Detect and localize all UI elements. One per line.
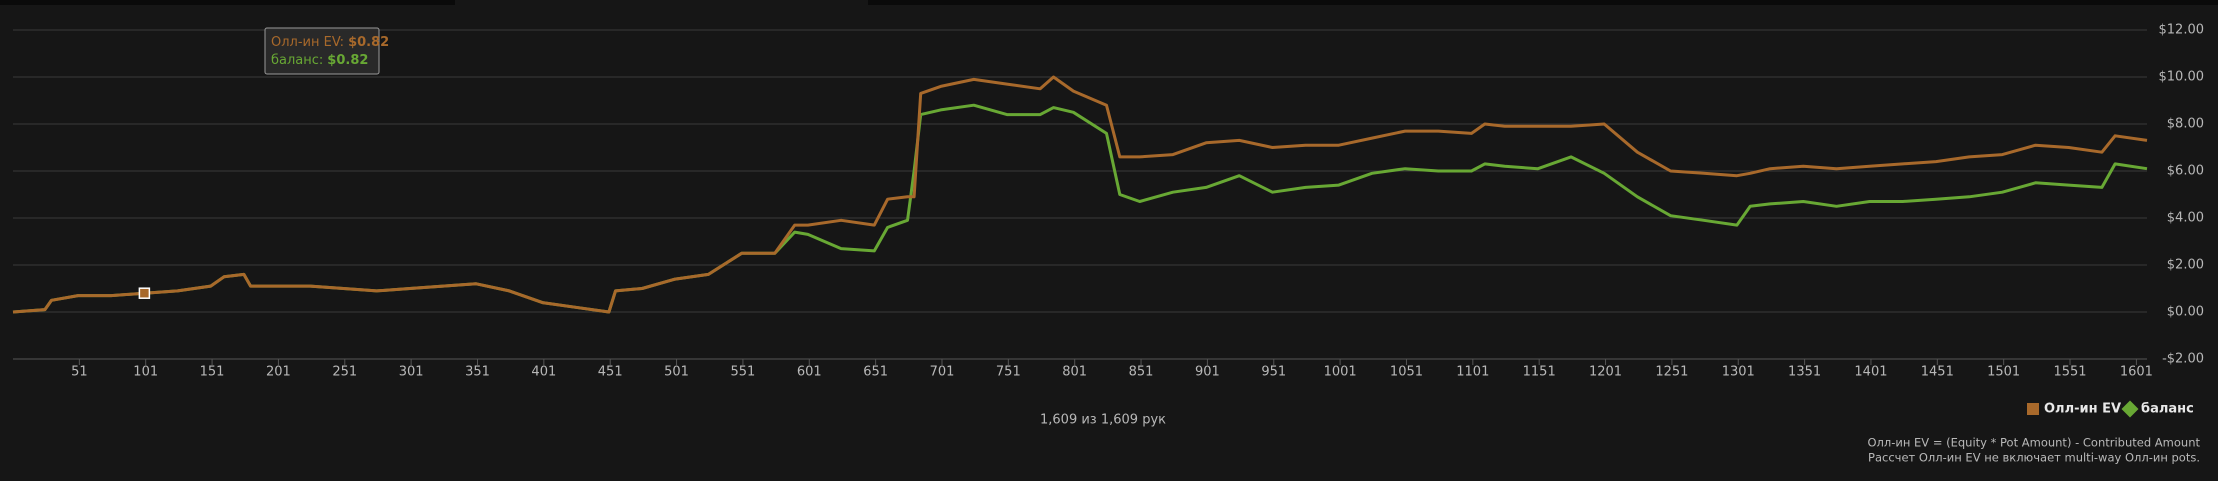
x-tick-label: 1551 xyxy=(2053,365,2086,380)
hover-marker xyxy=(138,287,151,299)
x-tick-label: 801 xyxy=(1062,365,1087,380)
tooltip-label: Олл-ин EV: xyxy=(271,35,344,50)
top-bar xyxy=(0,0,455,5)
x-tick-label: 901 xyxy=(1195,365,1220,380)
x-tick-label: 701 xyxy=(930,365,955,380)
x-tick-label: 51 xyxy=(71,365,88,380)
hands-count: 1,609 из 1,609 рук xyxy=(1040,413,1166,428)
x-tick-label: 751 xyxy=(996,365,1021,380)
x-tick-label: 401 xyxy=(531,365,556,380)
x-tick-label: 351 xyxy=(465,365,490,380)
tooltip-row: баланс: $0.82 xyxy=(271,53,368,68)
tooltip-label: баланс: xyxy=(271,53,323,68)
tooltip-box xyxy=(264,27,380,75)
x-tick-label: 451 xyxy=(598,365,623,380)
x-tick-label: 1251 xyxy=(1655,365,1688,380)
x-tick-label: 1101 xyxy=(1456,365,1489,380)
x-tick-label: 651 xyxy=(863,365,888,380)
footnote: Олл-ин EV = (Equity * Pot Amount) - Cont… xyxy=(1867,436,2200,450)
y-tick-label: $12.00 xyxy=(2159,23,2205,38)
x-tick-label: 101 xyxy=(133,365,158,380)
x-tick-label: 251 xyxy=(332,365,357,380)
x-tick-label: 151 xyxy=(200,365,225,380)
x-tick-label: 1401 xyxy=(1854,365,1887,380)
top-bar xyxy=(868,0,2218,5)
x-tick-label: 301 xyxy=(399,365,424,380)
y-tick-label: $4.00 xyxy=(2167,211,2204,226)
legend-swatch xyxy=(2027,403,2039,415)
tooltip-value: $0.82 xyxy=(327,53,368,68)
x-tick-label: 601 xyxy=(797,365,822,380)
x-tick-label: 951 xyxy=(1261,365,1286,380)
y-tick-label: $6.00 xyxy=(2167,164,2204,179)
x-tick-label: 851 xyxy=(1129,365,1154,380)
x-tick-label: 551 xyxy=(730,365,755,380)
series-line xyxy=(12,75,2148,314)
x-tick-label: 1451 xyxy=(1921,365,1954,380)
y-tick-label: $10.00 xyxy=(2159,70,2205,85)
y-tick-label: $8.00 xyxy=(2167,117,2204,132)
x-tick-label: 1501 xyxy=(1987,365,2020,380)
tooltip-value: $0.82 xyxy=(348,35,389,50)
y-tick-label: $2.00 xyxy=(2167,258,2204,273)
y-tick-label: $0.00 xyxy=(2167,305,2204,320)
legend-label: Олл-ин EV xyxy=(2044,402,2121,417)
x-tick-label: 1601 xyxy=(2120,365,2153,380)
x-tick-label: 1351 xyxy=(1788,365,1821,380)
tooltip-row: Олл-ин EV: $0.82 xyxy=(271,35,389,50)
x-tick-label: 1051 xyxy=(1390,365,1423,380)
x-tick-label: 1151 xyxy=(1523,365,1556,380)
x-tick-label: 1201 xyxy=(1589,365,1622,380)
footnote: Рассчет Олл-ин EV не включает multi-way … xyxy=(1868,451,2200,465)
x-tick-label: 501 xyxy=(664,365,689,380)
x-tick-label: 1001 xyxy=(1324,365,1357,380)
x-tick-label: 1301 xyxy=(1722,365,1755,380)
legend-label: баланс xyxy=(2141,402,2194,417)
x-tick-label: 201 xyxy=(266,365,291,380)
y-tick-label: -$2.00 xyxy=(2162,352,2204,367)
